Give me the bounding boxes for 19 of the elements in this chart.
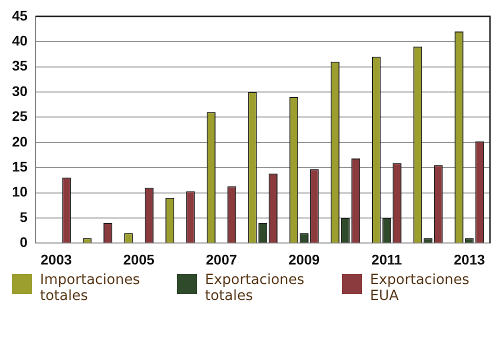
x-tick-label: 2003 (40, 251, 72, 268)
legend-label: Exportaciones EUA (370, 272, 470, 304)
y-tick-label: 45 (12, 7, 28, 24)
y-tick-label: 10 (12, 184, 28, 200)
y-tick-label: 5 (20, 208, 28, 225)
x-tick-label: 2011 (372, 251, 402, 268)
y-tick-label: 15 (12, 158, 28, 174)
x-tick-label: 2005 (123, 251, 155, 268)
y-tick-label: 40 (12, 32, 28, 48)
y-tick-label: 35 (12, 58, 28, 74)
y-tick-label: 20 (12, 133, 28, 150)
y-tick-label: 30 (12, 82, 28, 99)
x-tick-label: 2013 (454, 251, 486, 268)
legend-label: Exportaciones totales (205, 272, 306, 304)
legend-label: Importaciones totales (40, 272, 141, 304)
x-tick-label: 2007 (206, 251, 238, 268)
y-tick-label: 0 (20, 234, 28, 250)
y-tick-label: 25 (12, 108, 28, 124)
x-tick-label: 2009 (288, 251, 320, 268)
